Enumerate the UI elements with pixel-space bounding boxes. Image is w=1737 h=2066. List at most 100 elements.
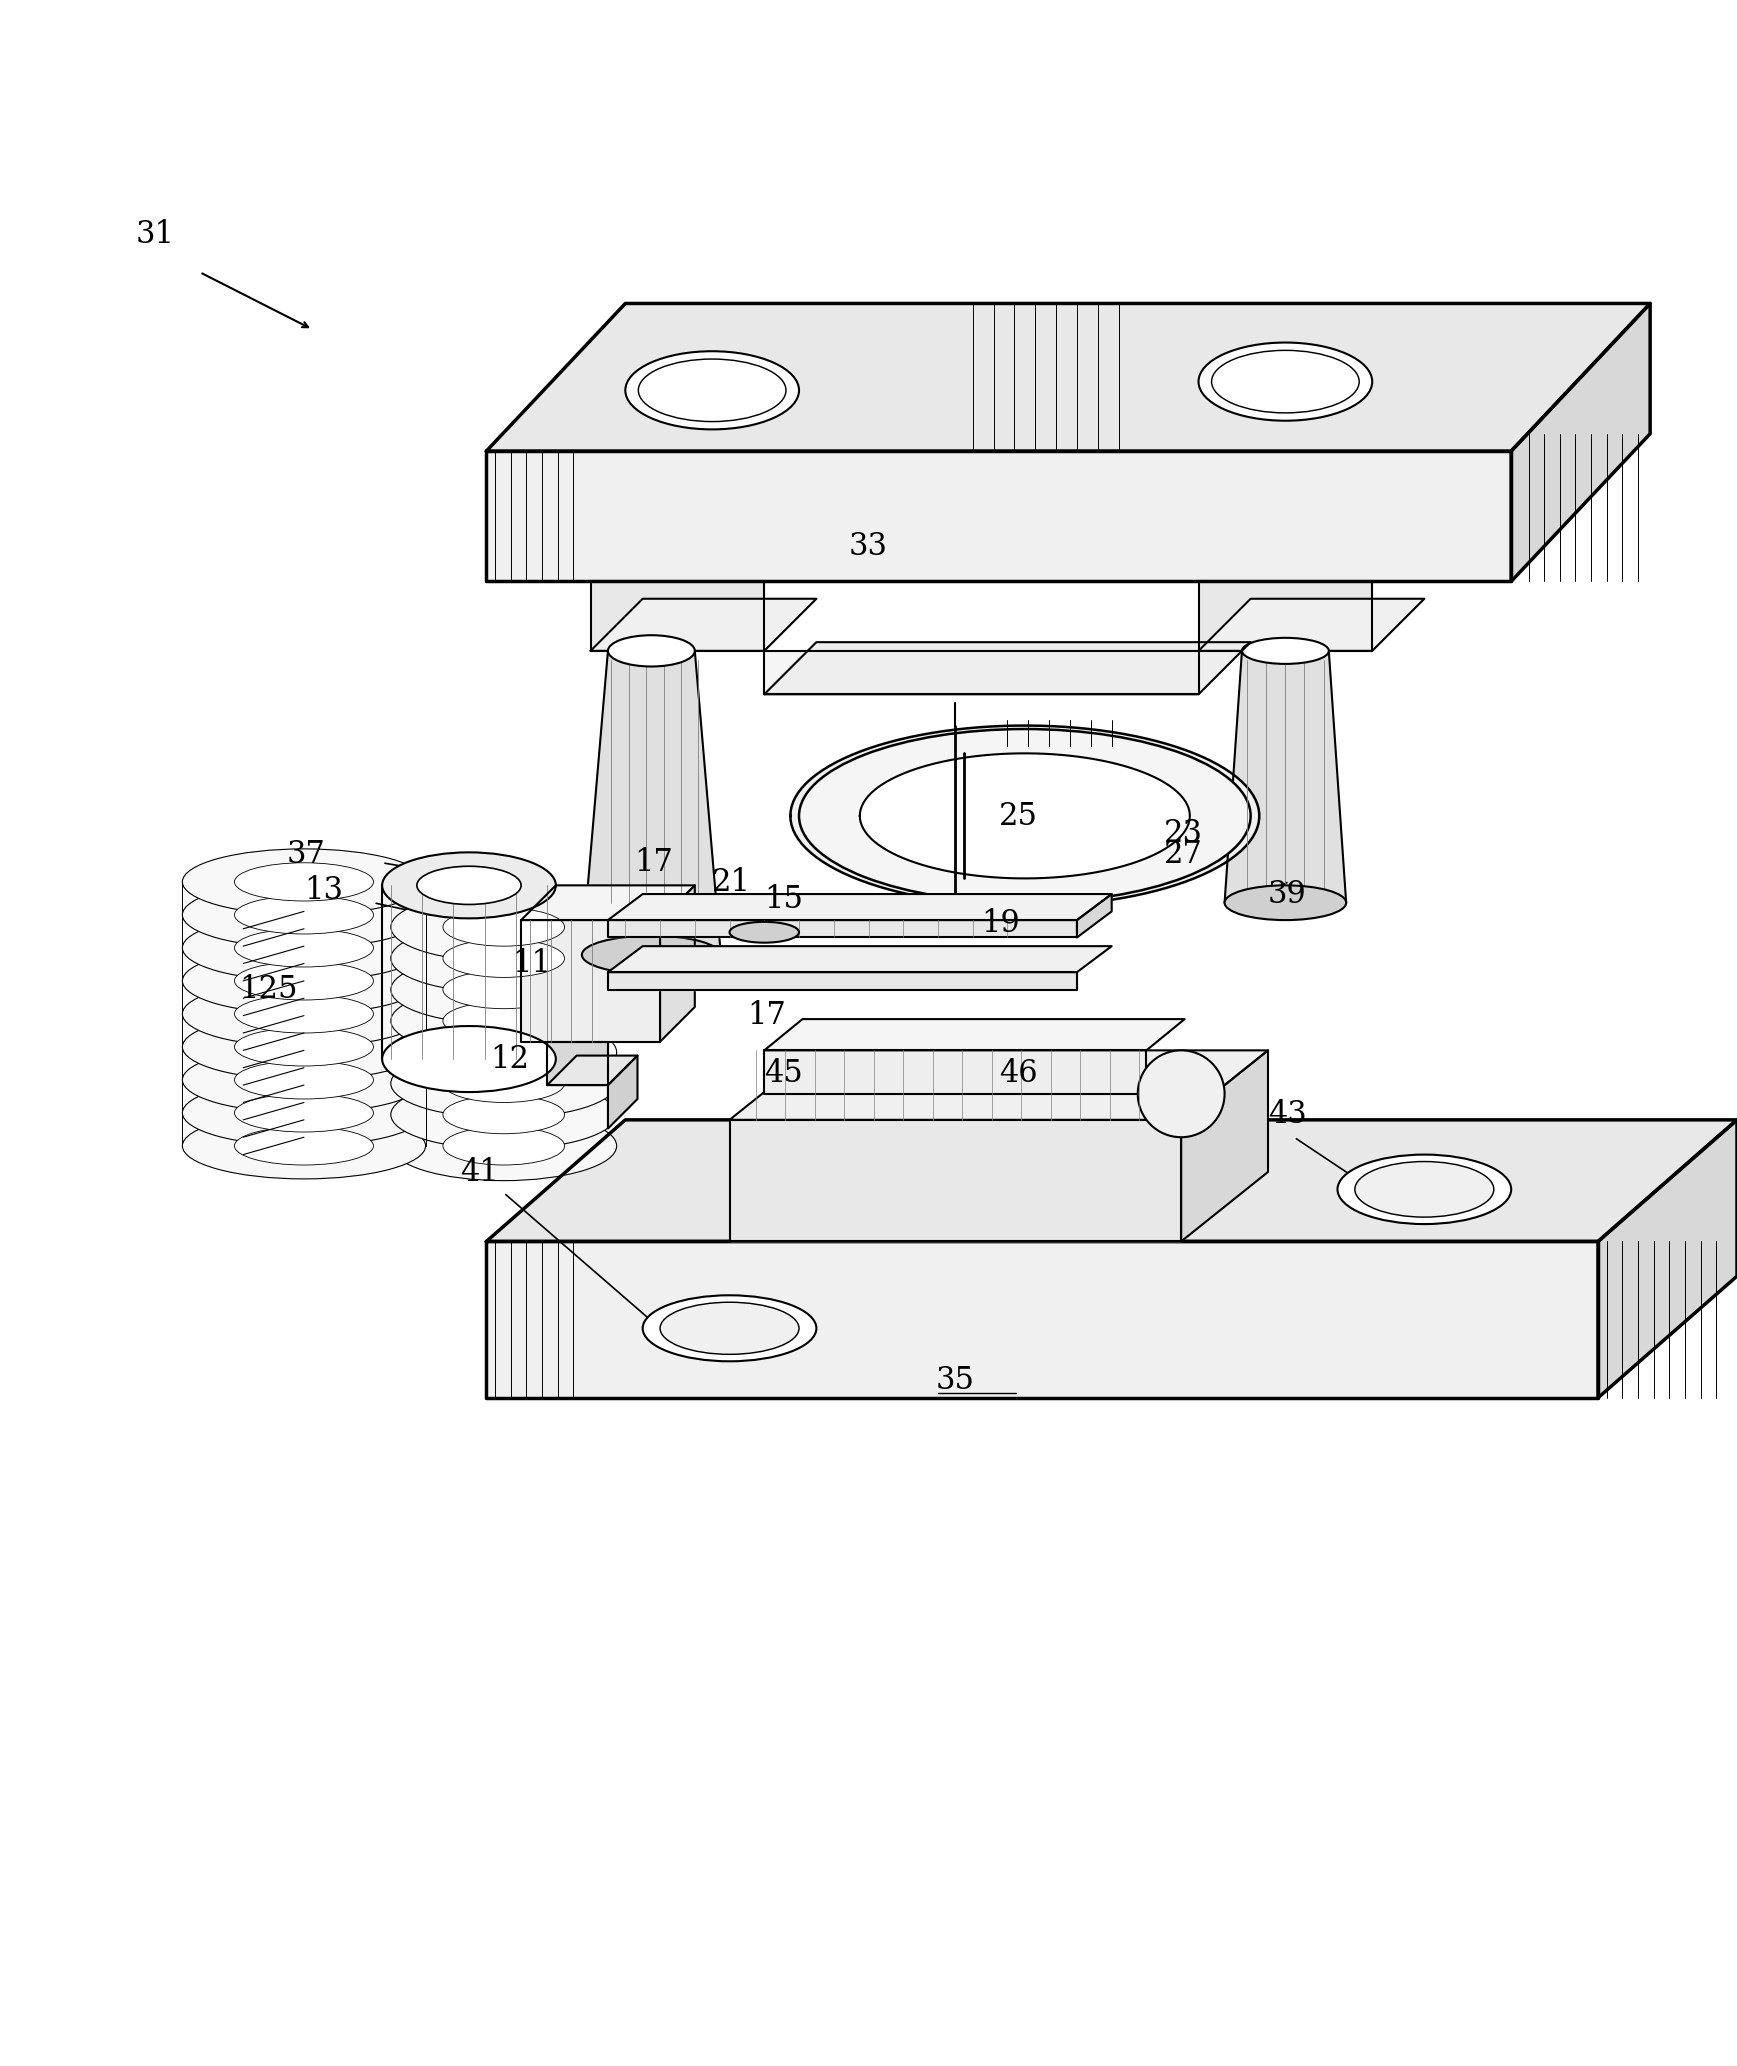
Ellipse shape	[625, 351, 799, 430]
Polygon shape	[1199, 599, 1424, 651]
Polygon shape	[547, 1041, 608, 1085]
Ellipse shape	[182, 915, 426, 981]
Ellipse shape	[799, 729, 1251, 903]
Polygon shape	[730, 1120, 1181, 1242]
Ellipse shape	[391, 1050, 617, 1118]
Ellipse shape	[1337, 1155, 1511, 1223]
Text: 21: 21	[712, 866, 750, 897]
Polygon shape	[608, 1056, 637, 1128]
Polygon shape	[1077, 895, 1112, 938]
Text: 45: 45	[764, 1058, 802, 1089]
Ellipse shape	[391, 924, 617, 994]
Ellipse shape	[234, 1126, 373, 1165]
Polygon shape	[1199, 581, 1372, 651]
Polygon shape	[608, 946, 1112, 973]
Text: 39: 39	[1268, 878, 1306, 909]
Ellipse shape	[443, 971, 565, 1008]
Ellipse shape	[1199, 343, 1372, 421]
Ellipse shape	[182, 1014, 426, 1081]
Polygon shape	[764, 1050, 1146, 1093]
Text: 35: 35	[936, 1366, 974, 1397]
Polygon shape	[764, 643, 1251, 694]
Text: 33: 33	[849, 531, 888, 562]
Ellipse shape	[234, 963, 373, 1000]
Text: 15: 15	[764, 884, 802, 915]
Ellipse shape	[234, 897, 373, 934]
Ellipse shape	[234, 930, 373, 967]
Ellipse shape	[608, 634, 695, 667]
Ellipse shape	[730, 921, 799, 942]
Ellipse shape	[382, 853, 556, 919]
Ellipse shape	[443, 1064, 565, 1103]
Polygon shape	[730, 1050, 1268, 1120]
Ellipse shape	[182, 1081, 426, 1147]
Text: 43: 43	[1268, 1099, 1306, 1130]
Ellipse shape	[182, 948, 426, 1014]
Ellipse shape	[234, 1093, 373, 1132]
Ellipse shape	[660, 1302, 799, 1355]
Text: 41: 41	[460, 1157, 499, 1188]
Polygon shape	[608, 973, 1077, 990]
Ellipse shape	[391, 893, 617, 963]
Ellipse shape	[1138, 1050, 1225, 1136]
Ellipse shape	[443, 1095, 565, 1134]
Polygon shape	[1181, 1050, 1268, 1242]
Polygon shape	[486, 304, 1650, 450]
Ellipse shape	[234, 864, 373, 901]
Text: 23: 23	[1164, 818, 1202, 849]
Polygon shape	[608, 919, 1077, 938]
Polygon shape	[1598, 1120, 1737, 1399]
Ellipse shape	[234, 1027, 373, 1066]
Ellipse shape	[417, 866, 521, 905]
Ellipse shape	[182, 1047, 426, 1114]
Text: 37: 37	[287, 839, 325, 870]
Ellipse shape	[391, 954, 617, 1025]
Polygon shape	[547, 1056, 637, 1085]
Polygon shape	[790, 725, 1259, 907]
Text: 31: 31	[135, 219, 174, 250]
Polygon shape	[521, 886, 695, 919]
Text: 25: 25	[999, 800, 1037, 831]
Polygon shape	[608, 895, 1112, 919]
Polygon shape	[1225, 651, 1346, 903]
Polygon shape	[521, 919, 660, 1041]
Ellipse shape	[443, 940, 565, 977]
Polygon shape	[764, 1019, 1185, 1050]
Ellipse shape	[182, 981, 426, 1047]
Polygon shape	[1511, 304, 1650, 581]
Text: 17: 17	[747, 1000, 785, 1031]
Ellipse shape	[582, 936, 721, 973]
Ellipse shape	[234, 1060, 373, 1099]
Polygon shape	[486, 1242, 1598, 1399]
Ellipse shape	[443, 907, 565, 946]
Ellipse shape	[1242, 638, 1329, 663]
Ellipse shape	[643, 1295, 816, 1361]
Text: 125: 125	[240, 975, 299, 1006]
Text: 46: 46	[999, 1058, 1037, 1089]
Text: 19: 19	[981, 909, 1020, 940]
Ellipse shape	[182, 882, 426, 948]
Polygon shape	[860, 754, 1190, 878]
Text: 27: 27	[1164, 839, 1202, 870]
Polygon shape	[486, 1120, 1737, 1242]
Ellipse shape	[1225, 886, 1346, 919]
Text: 11: 11	[512, 948, 551, 979]
Ellipse shape	[234, 996, 373, 1033]
Polygon shape	[764, 651, 1199, 694]
Ellipse shape	[443, 1126, 565, 1165]
Ellipse shape	[391, 1016, 617, 1087]
Ellipse shape	[391, 985, 617, 1056]
Polygon shape	[591, 581, 764, 651]
Polygon shape	[582, 651, 721, 954]
Ellipse shape	[382, 1027, 556, 1093]
Ellipse shape	[391, 1112, 617, 1180]
Polygon shape	[660, 886, 695, 1041]
Polygon shape	[486, 450, 1511, 581]
Text: 17: 17	[634, 847, 672, 878]
Ellipse shape	[443, 1033, 565, 1070]
Text: 12: 12	[490, 1043, 528, 1074]
Polygon shape	[591, 599, 816, 651]
Text: 13: 13	[304, 876, 342, 907]
Ellipse shape	[443, 1002, 565, 1039]
Ellipse shape	[182, 849, 426, 915]
